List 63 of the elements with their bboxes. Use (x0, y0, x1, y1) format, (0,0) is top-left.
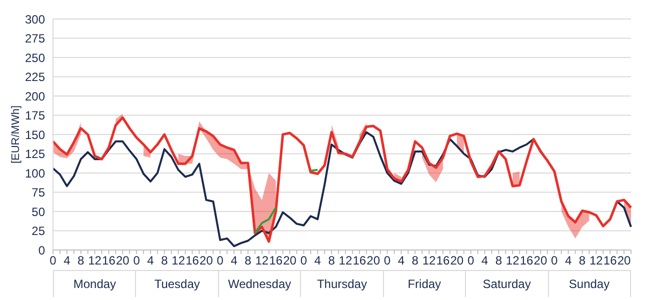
x-tick-label: 0 (133, 254, 140, 268)
x-tick-label: 4 (314, 254, 322, 268)
y-tick-label: 300 (24, 12, 46, 26)
x-tick-label: 8 (578, 254, 586, 268)
x-tick-label: 20 (617, 254, 632, 268)
y-tick-label: 275 (24, 32, 46, 46)
x-tick-label: 16 (186, 254, 200, 268)
y-tick-label: 75 (32, 186, 46, 200)
x-tick-label: 4 (481, 254, 488, 268)
x-tick-label: 0 (467, 254, 474, 268)
text: Wednesday (218, 271, 300, 297)
text: Monday (53, 271, 136, 297)
x-tick-label: 0 (50, 254, 57, 268)
x-tick-label: 20 (450, 254, 464, 268)
y-tick-label: 150 (24, 128, 46, 142)
x-tick-label: 12 (590, 254, 604, 268)
x-tick-label: 4 (147, 254, 154, 268)
x-tick-label: 0 (300, 254, 308, 268)
x-tick-label: 20 (283, 254, 297, 268)
y-tick-label: 200 (24, 89, 46, 104)
x-tick-label: 16 (436, 254, 450, 268)
x-tick-label: 12 (338, 254, 352, 268)
x-tick-label: 8 (161, 254, 168, 268)
text: Sunday (548, 271, 631, 297)
x-tick-label: 8 (495, 254, 502, 268)
text: Saturday (465, 271, 548, 297)
x-tick-label: 16 (603, 254, 618, 268)
x-tick-label: 20 (200, 254, 214, 268)
y-tick-label: 25 (32, 224, 46, 238)
x-tick-label: 16 (269, 254, 283, 268)
y-axis-title: [EUR/MWh] (10, 105, 22, 164)
x-tick-label: 16 (102, 254, 116, 268)
x-tick-label: 4 (398, 254, 405, 268)
y-tick-label: 0 (38, 243, 46, 258)
text: Tuesday (135, 271, 218, 297)
x-tick-label: 8 (328, 254, 336, 268)
x-tick-label: 12 (255, 254, 269, 268)
x-tick-label: 16 (352, 254, 366, 268)
y-tick-label: 175 (24, 108, 46, 123)
y-tick-label: 125 (24, 147, 46, 162)
x-tick-label: 4 (64, 254, 71, 268)
x-tick-label: 4 (564, 254, 572, 268)
y-tick-label: 100 (24, 166, 46, 180)
x-tick-label: 8 (78, 254, 85, 268)
x-tick-label: 0 (384, 254, 391, 268)
text: Thursday (300, 271, 383, 297)
x-tick-label: 8 (412, 254, 419, 268)
x-tick-label: 20 (366, 254, 380, 268)
x-tick-label: 0 (551, 254, 558, 268)
x-tick-label: 12 (506, 254, 520, 268)
x-tick-label: 0 (216, 254, 224, 268)
x-tick-label: 12 (88, 254, 102, 268)
x-tick-label: 16 (520, 254, 534, 268)
x-tick-label: 12 (172, 254, 186, 268)
x-tick-label: 20 (534, 254, 548, 268)
x-tick-label: 12 (422, 254, 436, 268)
x-tick-label: 20 (116, 254, 130, 268)
y-tick-label: 250 (24, 50, 46, 65)
text: Friday (382, 271, 466, 297)
y-tick-label: 225 (24, 70, 46, 84)
x-tick-label: 4 (230, 254, 238, 268)
y-tick-label: 50 (32, 204, 46, 219)
x-tick-label: 8 (244, 254, 252, 268)
